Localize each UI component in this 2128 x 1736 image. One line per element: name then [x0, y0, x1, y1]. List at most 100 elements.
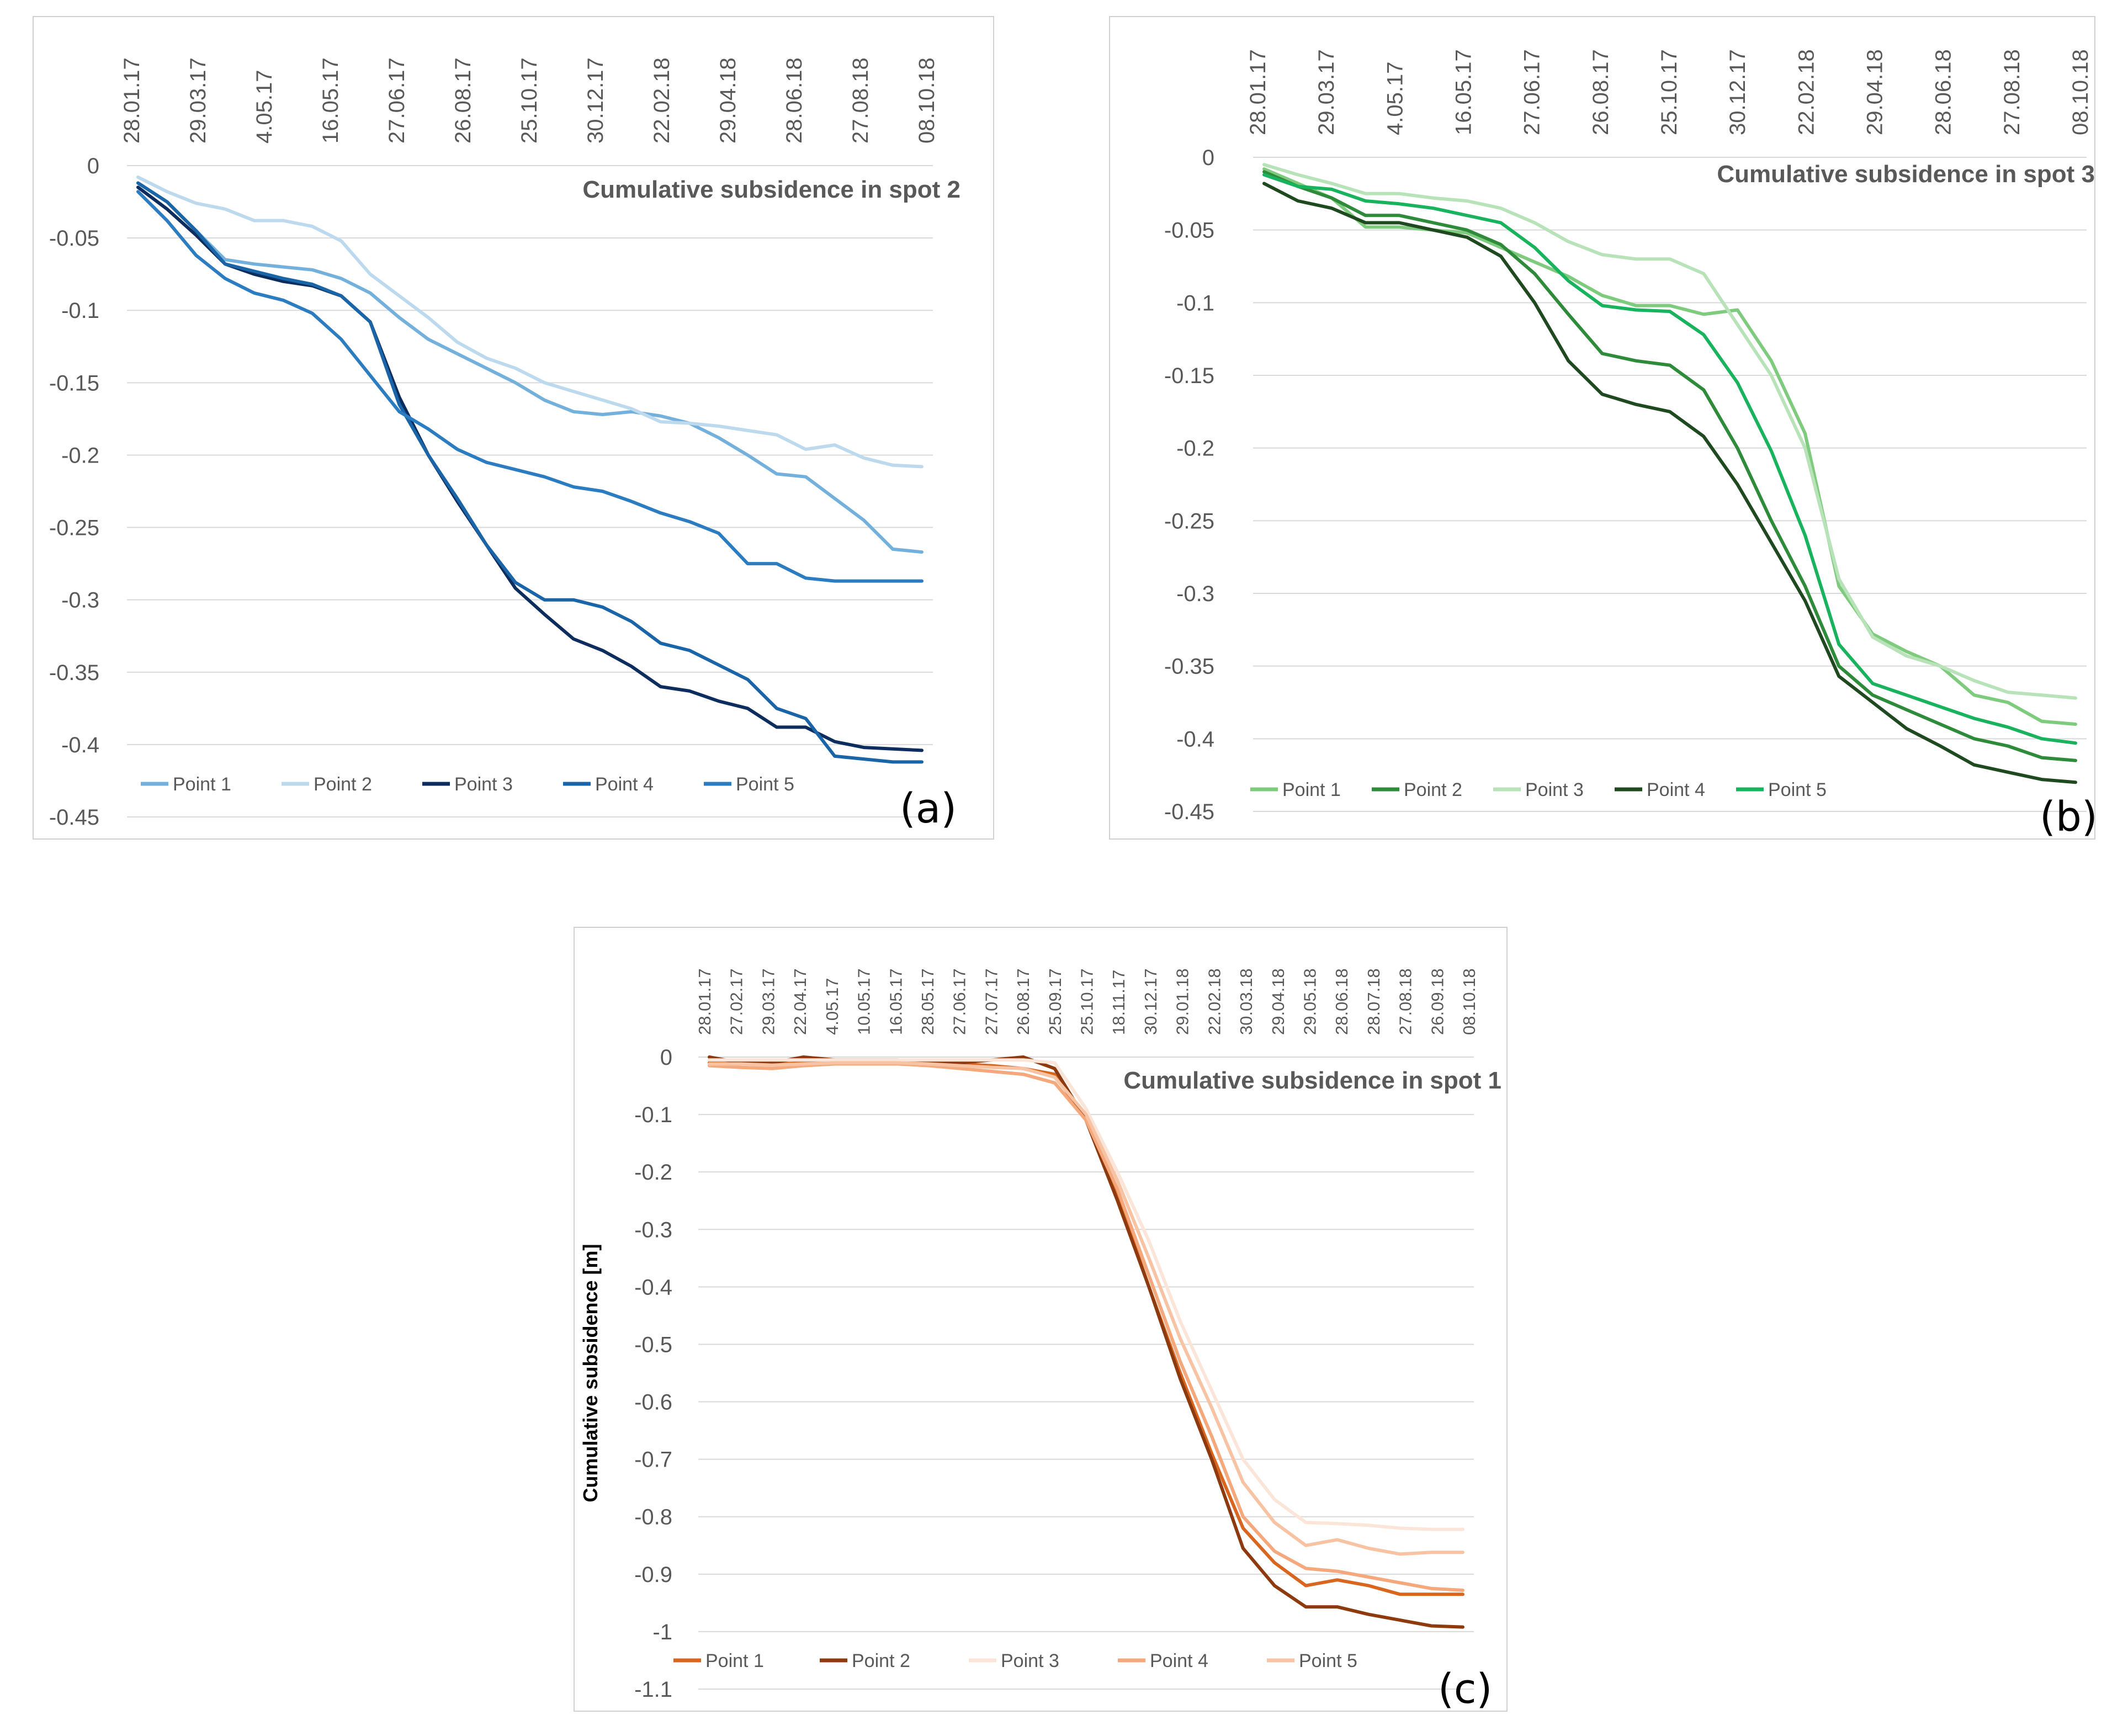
x-tick-label: 18.11.17	[1109, 970, 1128, 1035]
y-tick-label: -0.3	[634, 1218, 672, 1242]
y-tick-label: -0.35	[1164, 655, 1214, 679]
x-tick-label: 25.10.17	[1078, 968, 1097, 1035]
chart-panel-3: 0 -0.1 -0.2 -0.3 -0.4 -0.5 -0.6 -0.7 -0.8 -0.9 -1 -…	[574, 927, 1508, 1713]
chart-frame	[1109, 16, 2095, 840]
series-line-point-5	[1262, 173, 2077, 745]
panel-label: (c)	[1438, 1665, 1492, 1713]
x-tick-label: 27.06.17	[1520, 49, 1545, 135]
series-line-point-2	[1262, 170, 2077, 762]
legend-item: Point 5	[704, 774, 794, 795]
y-tick-label: -0.15	[49, 371, 99, 395]
y-tick-label: -0.1	[634, 1103, 672, 1127]
y-axis-title: Cumulative subsidence [m]	[579, 1244, 602, 1502]
y-tick-label: -0.7	[634, 1448, 672, 1472]
legend: Point 1 Point 2 Point 3 Point 4 Point 5	[673, 1650, 1357, 1671]
x-tick-labels: 28.01.17 29.03.17 4.05.17 16.05.17 27.06.17 2…	[1246, 49, 2093, 135]
legend-label: Point 5	[1768, 779, 1827, 800]
chart-frame	[33, 16, 994, 840]
x-tick-label: 08.10.18	[1460, 968, 1479, 1035]
y-tick-label: -0.2	[1176, 437, 1214, 461]
x-tick-label: 29.03.17	[1314, 49, 1339, 135]
legend-item: Point 5	[1267, 1650, 1357, 1671]
series-line-point-5	[136, 190, 924, 583]
legend-item: Point 1	[141, 774, 231, 795]
x-tick-labels: 28.01.17 27.02.17 29.03.17 22.04.17 4.05.17 1…	[695, 968, 1479, 1035]
x-tick-label: 28.01.17	[695, 968, 714, 1035]
y-tick-label: 0	[660, 1045, 672, 1070]
x-tick-label: 08.10.18	[915, 57, 939, 144]
x-tick-label: 28.05.17	[918, 968, 937, 1035]
x-tick-label: 4.05.17	[1383, 62, 1407, 135]
y-tick-label: -1.1	[634, 1677, 672, 1702]
panel-label: (a)	[900, 785, 957, 832]
y-tick-label: -0.9	[634, 1563, 672, 1587]
y-tick-label: -1	[652, 1620, 672, 1644]
gridlines	[1253, 157, 2087, 812]
x-tick-label: 27.07.17	[981, 968, 1001, 1035]
x-tick-label: 27.08.18	[2000, 49, 2024, 135]
legend-item: Point 3	[1493, 779, 1584, 800]
x-tick-label: 30.03.18	[1237, 968, 1256, 1035]
legend-label: Point 1	[705, 1650, 764, 1671]
legend-label: Point 5	[736, 774, 794, 795]
x-tick-label: 25.10.17	[517, 57, 542, 144]
series-line-point-4	[1262, 182, 2077, 784]
legend-label: Point 2	[1404, 779, 1462, 800]
x-tick-label: 10.05.17	[855, 968, 874, 1035]
x-tick-label: 28.06.18	[1931, 49, 1956, 135]
x-tick-label: 16.05.17	[1452, 49, 1476, 135]
legend-label: Point 1	[1282, 779, 1341, 800]
series-lines	[136, 176, 924, 764]
x-tick-label: 22.02.18	[1204, 968, 1224, 1035]
y-tick-label: 0	[87, 154, 99, 178]
chart-title: Cumulative subsidence in spot 3	[1717, 161, 2095, 188]
x-tick-label: 16.05.17	[319, 57, 343, 144]
y-tick-label: -0.4	[1176, 727, 1214, 751]
y-tick-label: -0.45	[1164, 800, 1214, 824]
x-tick-label: 27.02.17	[727, 968, 746, 1035]
x-tick-label: 29.03.17	[758, 968, 778, 1035]
chart-panel-1: 0 -0.05 -0.1 -0.15 -0.2 -0.25 -0.3 -0.35 -0.4 -0.…	[33, 16, 994, 840]
x-tick-label: 26.09.18	[1427, 968, 1447, 1035]
legend-label: Point 5	[1299, 1650, 1357, 1671]
legend-label: Point 4	[1647, 779, 1705, 800]
y-tick-label: -0.6	[634, 1390, 672, 1415]
y-tick-label: -0.4	[61, 733, 99, 757]
x-tick-label: 29.04.18	[1863, 49, 1887, 135]
x-tick-label: 30.12.17	[1726, 49, 1750, 135]
y-tick-labels: 0 -0.05 -0.1 -0.15 -0.2 -0.25 -0.3 -0.35 -0.4 -0.…	[1164, 146, 1214, 824]
x-tick-label: 27.06.17	[950, 968, 969, 1035]
series-lines	[708, 1055, 1464, 1629]
x-tick-label: 30.12.17	[1141, 968, 1160, 1035]
legend: Point 1 Point 2 Point 3 Point 4 Point 5	[141, 774, 794, 795]
legend-item: Point 3	[422, 774, 513, 795]
x-tick-label: 26.08.17	[1589, 49, 1613, 135]
series-line-point-3	[1262, 163, 2077, 700]
x-tick-label: 29.03.17	[186, 57, 210, 144]
legend-item: Point 1	[1250, 779, 1341, 800]
x-tick-label: 28.01.17	[1246, 49, 1270, 135]
y-tick-label: -0.25	[49, 516, 99, 540]
x-tick-label: 16.05.17	[886, 968, 905, 1035]
x-tick-label: 27.08.18	[848, 57, 873, 144]
x-tick-label: 25.10.17	[1657, 49, 1681, 135]
y-tick-labels: 0 -0.05 -0.1 -0.15 -0.2 -0.25 -0.3 -0.35 -0.4 -0.…	[49, 154, 99, 830]
legend-item: Point 2	[1372, 779, 1462, 800]
x-tick-label: 29.04.18	[716, 57, 740, 144]
x-tick-label: 30.12.17	[583, 57, 608, 144]
legend-label: Point 2	[852, 1650, 910, 1671]
y-tick-label: -0.15	[1164, 364, 1214, 388]
x-tick-label: 27.08.18	[1396, 968, 1415, 1035]
chart-panel-2: 0 -0.05 -0.1 -0.15 -0.2 -0.25 -0.3 -0.35 -0.4 -0.…	[1109, 16, 2098, 841]
series-lines	[1262, 163, 2077, 784]
legend-label: Point 4	[1150, 1650, 1208, 1671]
legend-item: Point 1	[673, 1650, 764, 1671]
legend-label: Point 4	[595, 774, 654, 795]
y-tick-labels: 0 -0.1 -0.2 -0.3 -0.4 -0.5 -0.6 -0.7 -0.8 -0.9 -1 -…	[634, 1045, 672, 1702]
legend-label: Point 3	[1525, 779, 1584, 800]
gridlines	[698, 1057, 1474, 1690]
x-tick-label: 4.05.17	[252, 70, 277, 144]
y-tick-label: -0.35	[49, 661, 99, 685]
x-tick-label: 28.07.18	[1364, 968, 1383, 1035]
y-tick-label: -0.5	[634, 1332, 672, 1357]
